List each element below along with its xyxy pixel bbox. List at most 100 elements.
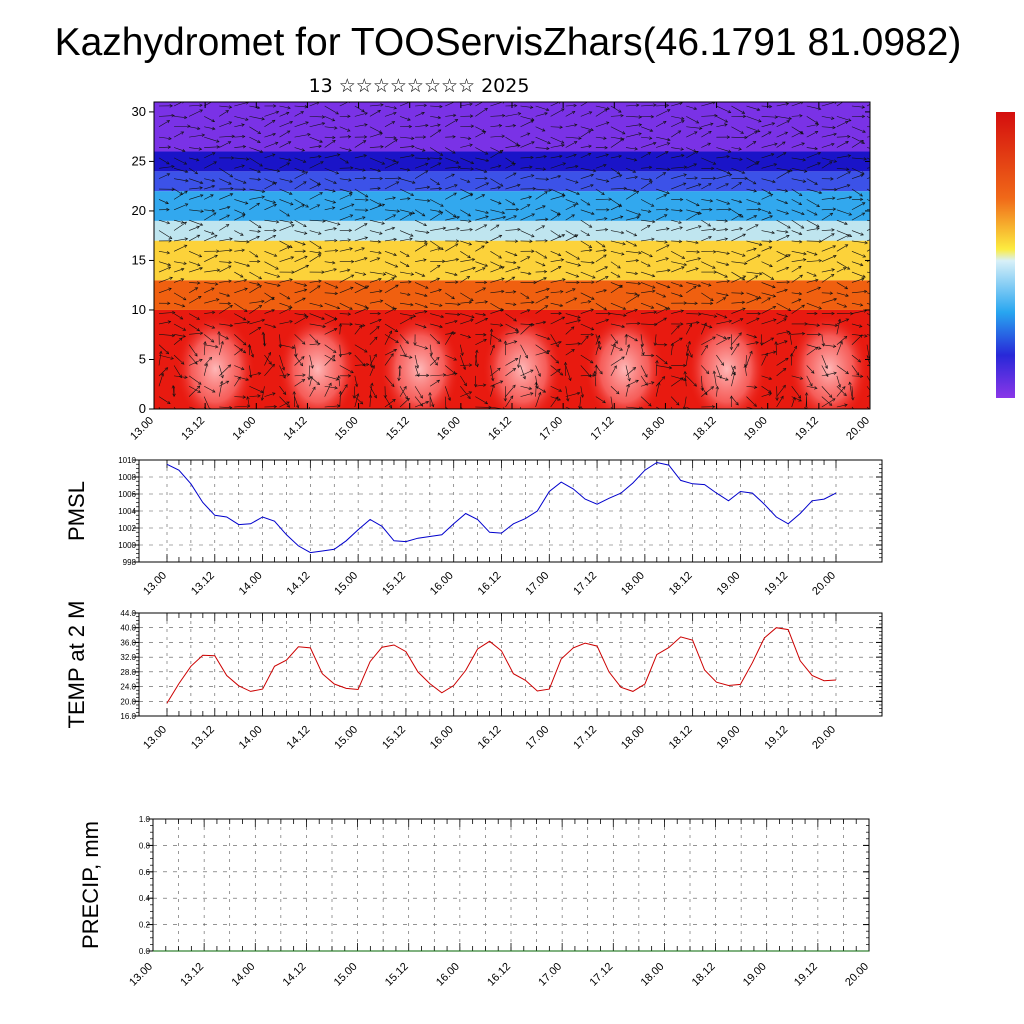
wind-vector-head <box>785 266 790 270</box>
wind-vector-head <box>469 114 474 118</box>
wind-vector <box>324 250 338 252</box>
wind-vector <box>173 221 187 231</box>
wind-vector-head <box>647 209 652 213</box>
wind-vector-head <box>303 313 308 317</box>
wind-vector <box>369 257 380 262</box>
wind-vector-head <box>574 409 577 412</box>
wind-vector-head <box>250 354 255 358</box>
wind-vector <box>174 238 188 242</box>
wind-vector <box>294 167 305 173</box>
heatmap-band-5 <box>154 171 870 192</box>
wind-vector <box>324 116 335 122</box>
wind-vector-head <box>736 343 740 347</box>
wind-vector <box>324 382 332 397</box>
wind-vector <box>836 121 849 128</box>
x-tick-label: 13.00 <box>141 724 169 752</box>
wind-vector-head <box>272 132 276 137</box>
wind-vector-head <box>578 136 582 140</box>
wind-vector <box>610 386 620 395</box>
wind-vector-head <box>574 234 579 238</box>
wind-vector <box>490 367 501 377</box>
wind-vector-head <box>422 148 426 152</box>
wind-vector-head <box>768 210 772 215</box>
wind-vector <box>324 228 337 231</box>
warm-surface-blobs <box>175 314 870 409</box>
wind-vector-head <box>317 342 321 346</box>
wind-vector <box>625 157 637 161</box>
wind-vector-head <box>502 215 507 220</box>
wind-vector-head <box>662 294 667 298</box>
wind-vector-head <box>226 214 230 218</box>
wind-vector-head <box>412 314 417 318</box>
wind-vector-head <box>332 261 336 265</box>
wind-vector-head <box>305 204 309 208</box>
wind-vector <box>701 292 714 301</box>
wind-vector <box>445 114 456 117</box>
wind-vector-head <box>679 294 683 298</box>
wind-vector-head <box>483 224 488 228</box>
y-tick-label: 0.0 <box>139 947 151 956</box>
wind-vector <box>836 136 850 138</box>
wind-vector-head <box>273 182 278 186</box>
wind-vector-head <box>475 363 479 368</box>
wind-vector <box>791 167 807 172</box>
wind-vector-head <box>332 349 337 353</box>
wind-vector-head <box>426 230 430 235</box>
wind-vector <box>460 240 472 245</box>
wind-vector-head <box>652 141 657 146</box>
wind-vector-head <box>784 253 789 258</box>
wind-vector-head <box>333 317 338 322</box>
wind-vector <box>399 354 413 358</box>
wind-vector <box>701 261 716 269</box>
wind-vector-head <box>593 370 597 375</box>
wind-vector <box>204 230 215 235</box>
wind-vector <box>671 182 686 190</box>
wind-vector-head <box>531 300 535 305</box>
wind-vector-head <box>333 268 337 272</box>
x-tick-label: 17.12 <box>587 961 615 989</box>
wind-vector <box>686 313 702 315</box>
wind-vector <box>610 230 624 234</box>
wind-vector <box>791 298 802 304</box>
wind-vector <box>836 230 852 237</box>
wind-vector-head <box>393 252 397 257</box>
wind-vector <box>535 218 548 221</box>
wind-vector-head <box>501 289 505 294</box>
wind-vector-head <box>740 214 744 218</box>
x-tick-label: 20.00 <box>810 570 838 598</box>
wind-vector <box>475 182 489 190</box>
wind-vector <box>324 219 341 225</box>
wind-vector-head <box>724 119 729 123</box>
wind-vector <box>731 251 746 257</box>
wind-vector-head <box>181 417 184 420</box>
wind-vector-head <box>196 234 201 238</box>
wind-vector <box>550 108 565 117</box>
wind-vector <box>640 290 655 294</box>
wind-vector-head <box>227 141 232 145</box>
wind-vector <box>219 334 229 340</box>
wind-vector <box>535 305 548 314</box>
wind-vector-head <box>182 327 187 331</box>
wind-vector-head <box>502 407 506 409</box>
wind-vector <box>505 384 516 397</box>
wind-vector-head <box>347 238 352 242</box>
wind-vector <box>279 320 293 325</box>
heatmap-band-6 <box>154 151 870 172</box>
wind-vector-head <box>634 292 638 296</box>
wind-vector <box>490 278 505 283</box>
wind-vector-head <box>513 215 517 219</box>
wind-vector-head <box>211 310 216 315</box>
wind-vector-head <box>542 320 547 325</box>
wind-vector-head <box>818 306 822 310</box>
wind-vector <box>836 261 850 270</box>
wind-vector-head <box>466 276 471 280</box>
wind-vector-head <box>483 338 487 342</box>
wind-vector-head <box>241 214 246 218</box>
wind-vector-head <box>739 227 743 231</box>
wind-vector-head <box>557 253 562 257</box>
wind-vector <box>369 167 381 172</box>
wind-vector-head <box>621 356 625 360</box>
wind-vector <box>565 141 578 148</box>
wind-vector <box>625 334 638 342</box>
